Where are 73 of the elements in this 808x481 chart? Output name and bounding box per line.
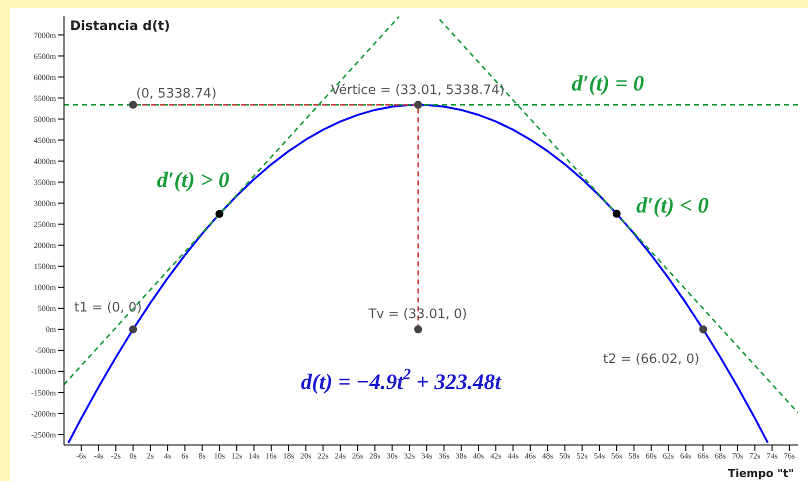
y-tick-label: -500m — [35, 346, 57, 356]
x-tick-label: -4s — [94, 452, 104, 461]
x-tick-label: 26s — [352, 452, 364, 461]
x-tick-label: 0s — [130, 452, 137, 461]
annotation: (0, 5338.74) — [136, 86, 217, 102]
x-tick-label: 30s — [386, 452, 398, 461]
y-tick-label: 500m — [38, 304, 57, 314]
x-tick-label: 6s — [181, 452, 188, 461]
x-axis-title: Tiempo "t" — [728, 467, 794, 480]
x-tick-label: 16s — [266, 452, 277, 461]
x-tick-label: 32s — [404, 452, 415, 461]
x-tick-label: 8s — [198, 452, 206, 461]
x-tick-label: 56s — [611, 452, 622, 461]
x-tick-label: 64s — [680, 452, 692, 461]
y-tick-label: 2000m — [34, 241, 57, 250]
x-tick-label: 48s — [542, 452, 554, 461]
y-tick-label: -1000m — [31, 367, 57, 376]
x-tick-label: 24s — [334, 452, 346, 461]
x-tick-label: 20s — [300, 452, 312, 461]
x-tick-label: 12s — [231, 452, 242, 461]
y-axis-title: Distancia d(t) — [70, 19, 170, 34]
y-tick-label: 6500m — [34, 52, 57, 61]
x-tick-label: 50s — [559, 452, 570, 461]
x-tick-label: -2s — [110, 452, 121, 461]
x-tick-label: -6s — [76, 452, 86, 461]
annotation: d′(t) > 0 — [156, 167, 230, 192]
x-tick-label: 14s — [248, 452, 260, 461]
x-tick-label: 54s — [594, 452, 605, 461]
x-tick-label: 58s — [628, 452, 640, 461]
x-tick-label: 68s — [714, 452, 726, 461]
x-tick-label: 46s — [524, 452, 536, 461]
x-tick-label: 38s — [456, 452, 467, 461]
annotation: t1 = (0, 0) — [74, 300, 142, 316]
x-tick-label: 28s — [369, 452, 380, 461]
x-tick-label: 70s — [732, 452, 744, 461]
x-tick-label: 74s — [766, 452, 778, 461]
x-tick-label: 76s — [784, 452, 795, 461]
y-tick-label: 0m — [46, 325, 57, 334]
x-tick-label: 10s — [214, 452, 225, 461]
y-tick-label: 6000m — [34, 72, 57, 82]
annotation: d′(t) < 0 — [636, 192, 709, 218]
annotation: Tv = (33.01, 0) — [367, 306, 468, 322]
x-tick-label: 40s — [472, 452, 484, 461]
x-tick-label: 60s — [646, 452, 657, 461]
x-tick-label: 36s — [438, 452, 450, 461]
x-tick-label: 22s — [317, 452, 329, 461]
x-tick-label: 52s — [576, 452, 588, 461]
x-tick-label: 42s — [490, 452, 502, 461]
annotation: d(t) = −4.9t$^{2}$ + 323.48t — [300, 366, 502, 394]
y-tick-label: -1500m — [31, 388, 57, 398]
x-tick-label: 2s — [146, 452, 154, 461]
annotation: t2 = (66.02, 0) — [602, 352, 700, 367]
annotation: Vértice = (33.01, 5338.74) — [330, 82, 505, 98]
y-tick-label: 3500m — [34, 178, 57, 187]
x-tick-label: 4s — [164, 452, 172, 461]
x-tick-label: 44s — [507, 452, 519, 461]
y-tick-label: 4500m — [34, 136, 57, 145]
x-tick-label: 34s — [421, 452, 432, 461]
annotation: d′(t) = 0 — [572, 70, 644, 96]
y-tick-label: 7000m — [34, 30, 57, 40]
y-tick-label: -2500m — [31, 430, 57, 440]
y-tick-label: 5500m — [34, 94, 57, 103]
y-tick-label: 1500m — [34, 262, 57, 272]
y-tick-label: 4000m — [34, 156, 57, 166]
x-tick-label: 66s — [697, 452, 709, 461]
y-tick-label: 5000m — [34, 114, 57, 124]
y-tick-label: -2000m — [31, 409, 57, 418]
x-tick-label: 72s — [749, 452, 760, 461]
y-tick-label: 1000m — [34, 283, 57, 292]
x-tick-label: 18s — [282, 452, 294, 461]
x-tick-label: 62s — [662, 452, 674, 461]
y-tick-label: 3000m — [34, 199, 57, 208]
y-tick-label: 2500m — [34, 220, 57, 230]
